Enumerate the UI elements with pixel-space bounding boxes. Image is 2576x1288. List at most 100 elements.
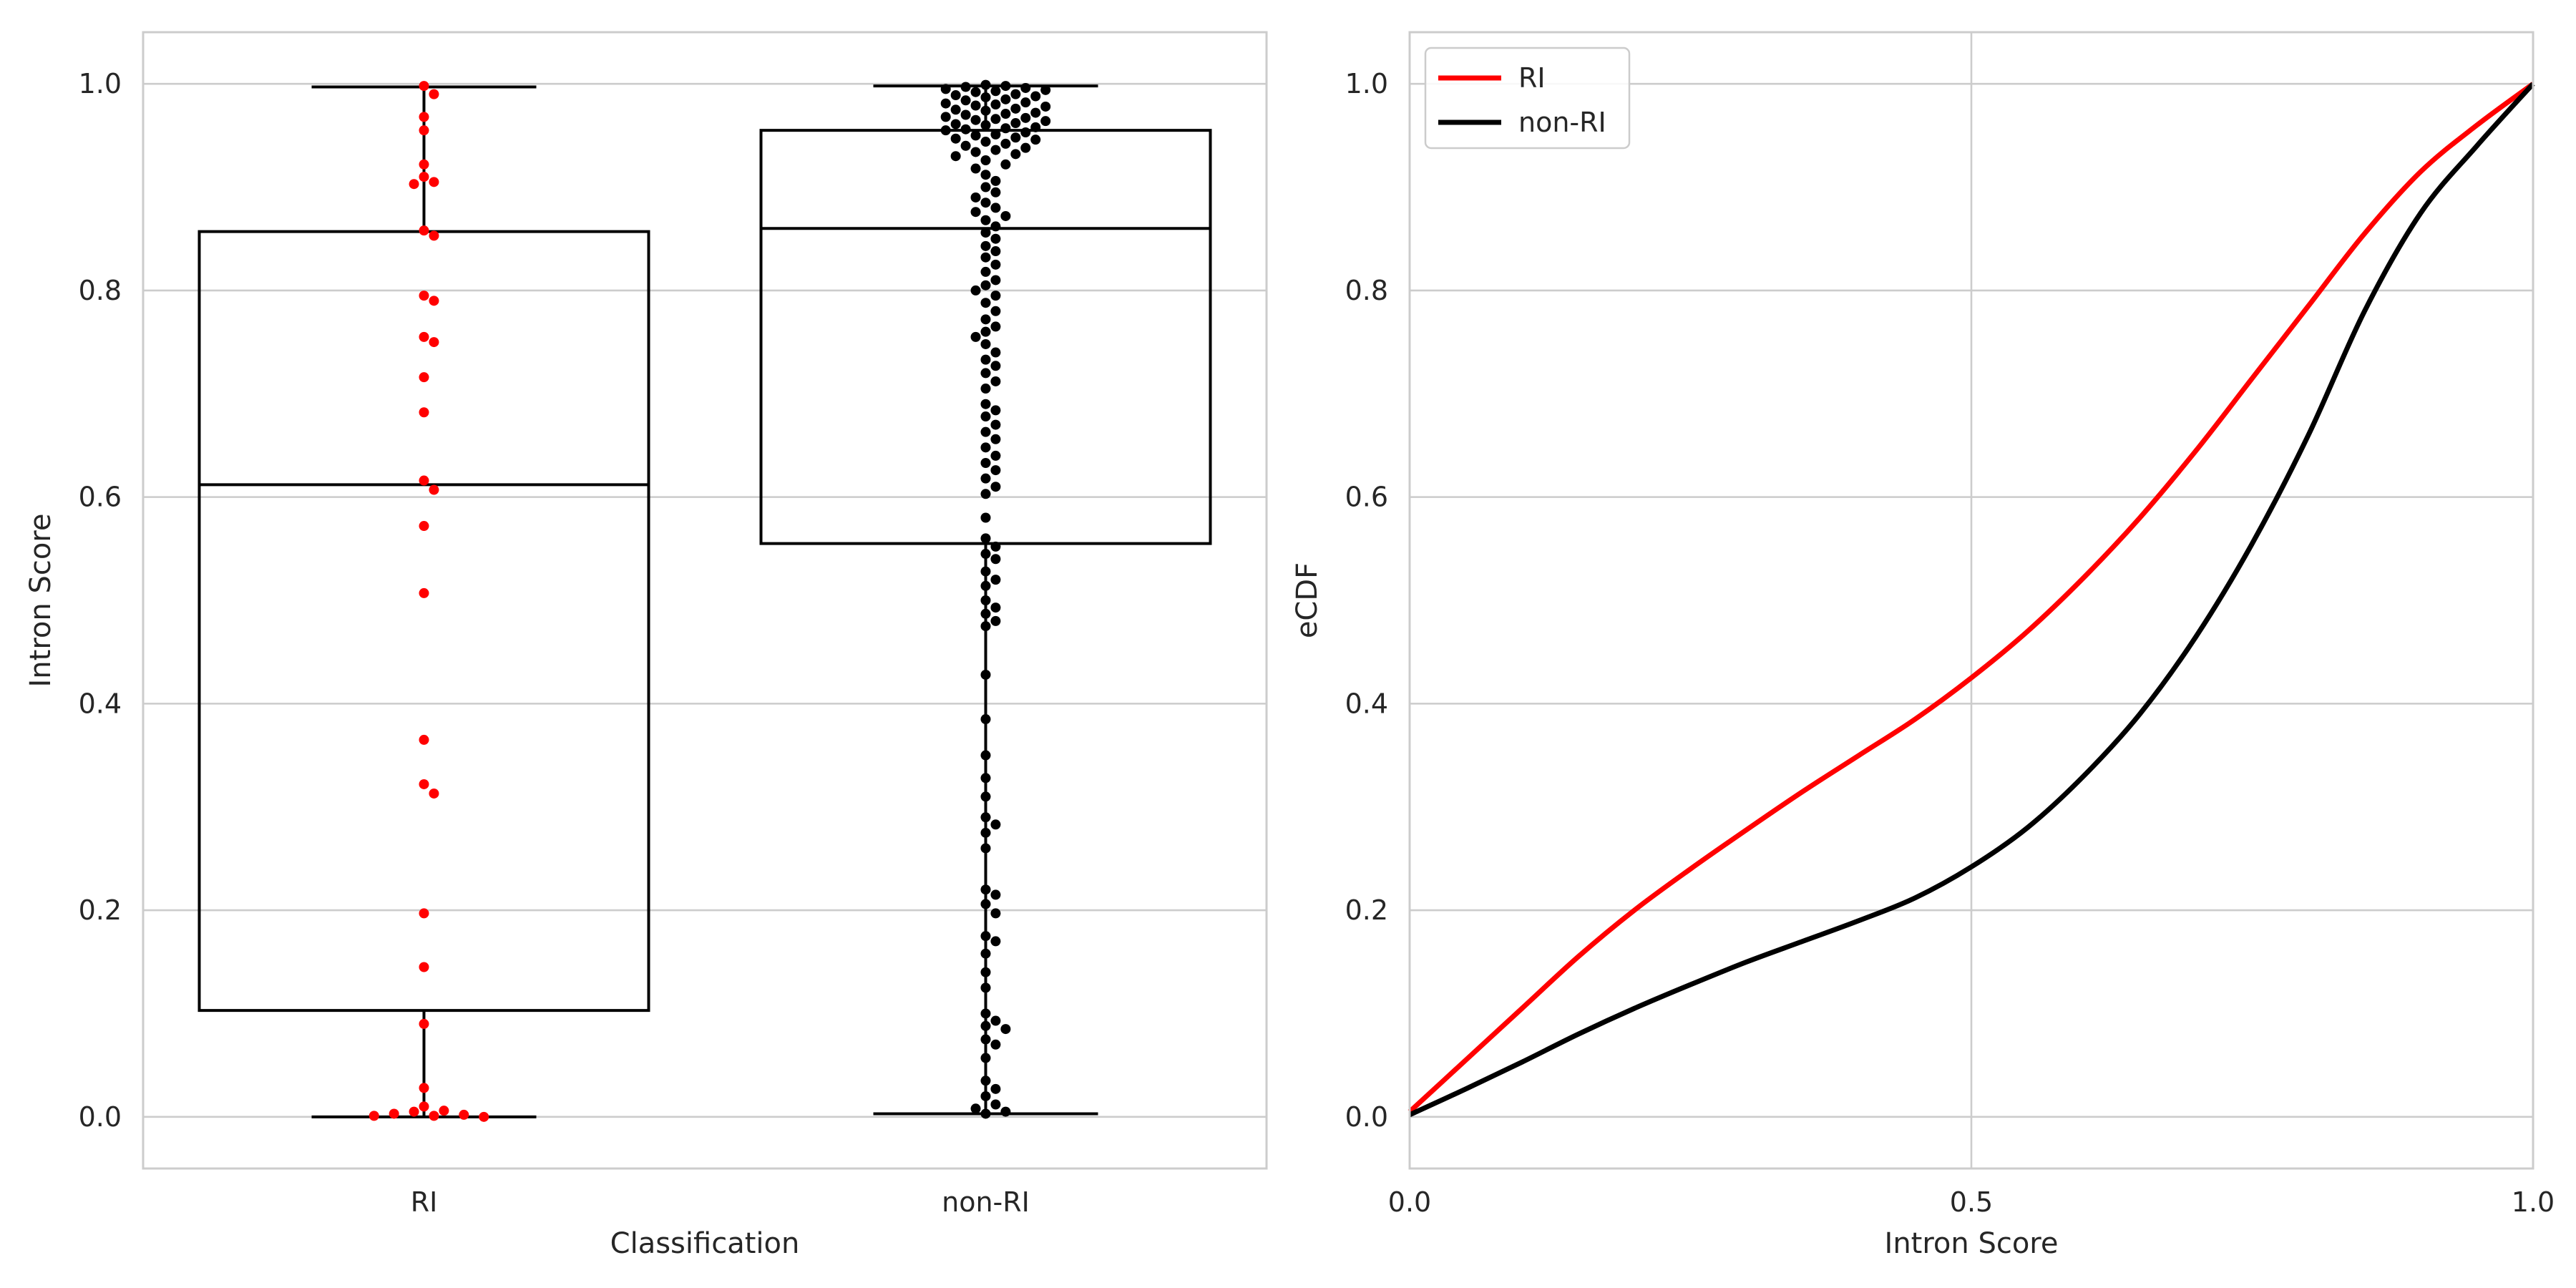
swarm-point	[980, 384, 991, 394]
swarm-point	[990, 889, 1001, 900]
swarm-point	[1000, 123, 1011, 134]
swarm-point	[990, 275, 1001, 286]
right-plot-frame	[1408, 31, 2534, 1170]
y-tick-label: 0.8	[79, 275, 122, 306]
swarm-point	[990, 450, 1001, 461]
swarm-point	[429, 484, 439, 495]
swarm-point	[990, 347, 1001, 358]
swarm-point	[1000, 94, 1011, 104]
left-x-tick-labels: RI non-RI	[411, 1186, 1030, 1218]
swarm-point	[980, 884, 991, 895]
swarm-point	[990, 114, 1001, 125]
swarm-point	[980, 197, 991, 208]
swarm-point	[980, 105, 991, 116]
swarm-point	[980, 827, 991, 838]
swarm-point	[970, 331, 981, 342]
swarm-point	[980, 266, 991, 277]
swarm-point	[950, 104, 961, 115]
swarm-point	[419, 372, 429, 383]
swarm-point	[960, 124, 971, 135]
swarm-point	[419, 159, 429, 170]
swarm-point	[1000, 159, 1011, 170]
swarm-point	[980, 252, 991, 263]
right-x-tick-labels: 0.0 0.5 1.0	[1388, 1186, 2555, 1218]
swarm-point	[1000, 109, 1011, 119]
swarm-point	[419, 779, 429, 789]
swarm-point	[1000, 210, 1011, 221]
swarm-point	[980, 473, 991, 484]
right-y-tick-labels: 0.0 0.2 0.4 0.6 0.8 1.0	[1345, 68, 1388, 1133]
swarm-point	[1000, 138, 1011, 149]
left-x-axis-label: Classification	[610, 1227, 800, 1260]
swarm-point	[990, 306, 1001, 316]
swarm-point	[980, 457, 991, 468]
swarm-point	[960, 95, 971, 106]
swarm-point	[980, 948, 991, 959]
swarm-point	[409, 179, 419, 190]
swarm-point	[1030, 122, 1041, 132]
swarm-point	[970, 163, 981, 174]
swarm-point	[1020, 112, 1031, 123]
swarm-point	[970, 130, 981, 141]
swarm-point	[980, 714, 991, 725]
x-tick-label: RI	[411, 1186, 438, 1218]
ecdf-lines	[1407, 82, 2535, 1118]
swarm-point	[990, 434, 1001, 444]
swarm-point	[990, 819, 1001, 830]
swarm-point	[980, 566, 991, 577]
swarm-point	[1030, 107, 1041, 118]
right-y-axis-label: eCDF	[1291, 562, 1324, 638]
swarm-point	[980, 280, 991, 291]
swarm-point	[990, 1083, 1001, 1094]
y-tick-label: 0.4	[79, 688, 122, 719]
swarm-point	[990, 259, 1001, 270]
swarm-point	[980, 843, 991, 854]
y-tick-label: 0.6	[1345, 482, 1388, 513]
swarm-point	[980, 621, 991, 632]
swarm-point	[980, 899, 991, 909]
swarm-point	[419, 587, 429, 598]
swarm-point	[1000, 81, 1011, 92]
swarm-point	[970, 207, 981, 218]
x-tick-label: 0.5	[1950, 1186, 1993, 1218]
box-swarm-panel: 0.0 0.2 0.4 0.6 0.8 1.0 RI non-RI Classificati…	[24, 31, 1268, 1260]
y-tick-label: 0.2	[79, 894, 122, 926]
left-plot-frame	[142, 31, 1268, 1170]
swarm-point	[980, 1075, 991, 1086]
swarm-point	[990, 221, 1001, 232]
y-tick-label: 0.0	[79, 1101, 122, 1133]
swarm-point	[990, 575, 1001, 585]
swarm-point	[950, 151, 961, 162]
swarm-point	[980, 750, 991, 761]
swarm-point	[980, 1034, 991, 1045]
swarm-point	[479, 1111, 489, 1122]
swarm-points	[369, 79, 1051, 1122]
swarm-point	[1040, 116, 1051, 127]
swarm-point	[980, 354, 991, 365]
swarm-point	[980, 533, 991, 544]
swarm-point	[980, 119, 991, 130]
swarm-point	[960, 82, 971, 92]
swarm-point	[990, 321, 1001, 332]
box	[197, 230, 650, 1013]
y-tick-label: 0.6	[79, 482, 122, 513]
swarm-point	[970, 285, 981, 296]
swarm-point	[419, 407, 429, 418]
swarm-point	[990, 908, 1001, 919]
swarm-point	[980, 79, 991, 90]
x-tick-label: non-RI	[942, 1186, 1030, 1218]
swarm-point	[419, 475, 429, 486]
swarm-point	[419, 1018, 429, 1029]
swarm-point	[950, 133, 961, 144]
swarm-point	[980, 669, 991, 680]
swarm-point	[980, 368, 991, 379]
swarm-point	[990, 615, 1001, 626]
swarm-point	[990, 246, 1001, 257]
swarm-point	[980, 489, 991, 499]
swarm-point	[419, 1083, 429, 1093]
swarm-point	[990, 1099, 1001, 1110]
legend: RI non-RI	[1424, 47, 1631, 150]
swarm-point	[1020, 142, 1031, 153]
swarm-point	[990, 361, 1001, 371]
swarm-point	[1000, 1106, 1011, 1117]
